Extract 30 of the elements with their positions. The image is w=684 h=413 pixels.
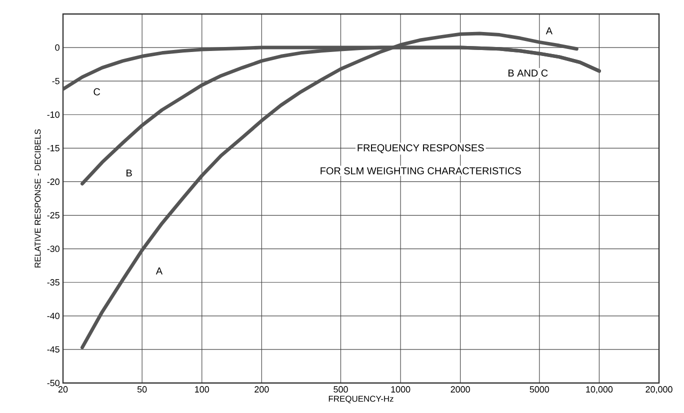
y-tick-label: -20 — [47, 178, 60, 185]
x-tick-label: 10,000 — [586, 386, 613, 394]
x-tick-label: 20 — [58, 386, 68, 393]
x-tick-label: 200 — [254, 386, 269, 393]
x-tick-label: 2000 — [450, 386, 470, 393]
y-tick-label: -35 — [47, 279, 60, 286]
annotation: A — [156, 268, 163, 274]
y-tick-label: -45 — [47, 346, 60, 353]
text: FOR SLM WEIGHTING CHARACTERISTICS — [320, 167, 521, 174]
y-tick-label: 0 — [55, 44, 60, 51]
x-tick-label: 50 — [137, 386, 147, 393]
x-tick-label: 20,000 — [646, 386, 672, 394]
y-tick-label: -40 — [47, 312, 60, 320]
y-tick-label: -30 — [47, 246, 60, 252]
annotation: B AND C — [508, 70, 548, 77]
y-tick-label: -25 — [47, 212, 60, 218]
y-tick-label: -10 — [47, 111, 60, 118]
x-tick-label: 5000 — [530, 386, 550, 393]
y-tick-label: -50 — [47, 380, 60, 386]
x-tick-label: 500 — [334, 386, 348, 393]
y-tick-label: -15 — [47, 145, 60, 152]
x-tick-label: 100 — [195, 386, 210, 393]
y-tick-label: -5 — [52, 78, 60, 84]
annotation: B — [126, 170, 132, 176]
y-axis-title: RELATIVE RESPONSE - DECIBELS — [34, 129, 41, 268]
x-axis-title: FREQUENCY-Hz — [328, 396, 394, 404]
text: FREQUENCY RESPONSES — [358, 144, 484, 154]
x-tick-label: 1000 — [391, 386, 410, 393]
annotation: C — [94, 88, 100, 96]
annotation: A — [546, 27, 552, 34]
